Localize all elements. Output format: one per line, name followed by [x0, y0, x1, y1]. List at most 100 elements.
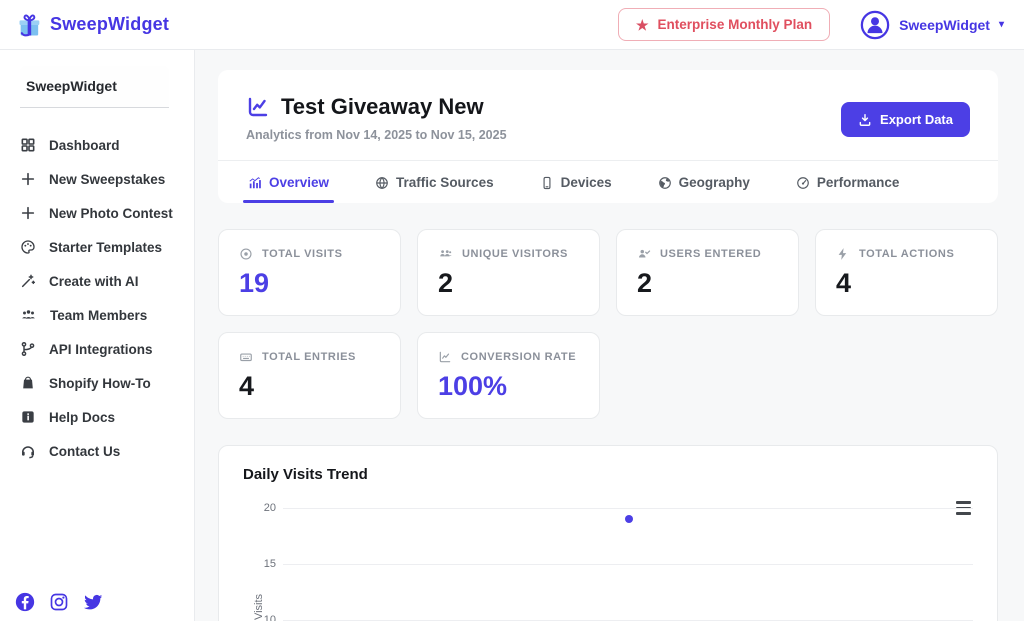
- sidebar-item-label: Contact Us: [49, 443, 121, 459]
- stat-value-conversion-rate: 100%: [438, 371, 508, 401]
- chart-plot-area: 20 15 10 Visits: [243, 495, 973, 621]
- analytics-date-range: Analytics from Nov 14, 2025 to Nov 15, 2…: [246, 128, 507, 142]
- user-name: SweepWidget: [899, 16, 990, 33]
- export-data-button[interactable]: Export Data: [841, 102, 970, 137]
- mobile-phone-icon: [543, 176, 551, 189]
- tab-geography[interactable]: Geography: [658, 161, 750, 203]
- stat-card-conversion-rate: CONVERSION RATE 100%: [417, 332, 600, 419]
- y-axis-tick: 20: [263, 502, 276, 514]
- giveaway-header-card: Test Giveaway New Analytics from Nov 14,…: [218, 70, 998, 203]
- sidebar-item-team-members[interactable]: Team Members: [0, 298, 194, 332]
- magic-wand-icon: [21, 274, 36, 288]
- globe-icon: [376, 176, 388, 189]
- chart-menu-icon[interactable]: [954, 499, 973, 517]
- sidebar-item-label: Help Docs: [49, 409, 116, 425]
- info-square-icon: [22, 411, 34, 423]
- tab-devices[interactable]: Devices: [540, 161, 612, 203]
- sidebar-item-label: New Photo Contest: [49, 205, 173, 221]
- workspace-selector[interactable]: SweepWidget: [20, 66, 169, 108]
- plus-icon: [21, 206, 35, 220]
- plus-icon: [21, 172, 35, 186]
- stat-card-total-visits: TOTAL VISITS 19: [218, 229, 401, 316]
- stat-value-total-actions: 4: [836, 268, 852, 298]
- shopping-bag-icon: [23, 376, 33, 389]
- eye-icon: [240, 248, 252, 260]
- lightning-bolt-icon: [838, 248, 847, 260]
- tab-label: Traffic Sources: [396, 175, 494, 190]
- page-title: Test Giveaway New: [281, 94, 484, 119]
- users-icon: [440, 250, 452, 257]
- sidebar-item-new-photo-contest[interactable]: New Photo Contest: [0, 196, 194, 230]
- globe-americas-icon: [658, 176, 671, 189]
- tab-performance[interactable]: Performance: [796, 161, 900, 203]
- headset-icon: [21, 446, 35, 459]
- chart-title: Daily Visits Trend: [243, 466, 368, 483]
- sidebar-item-label: Create with AI: [49, 273, 139, 289]
- sidebar-nav: Dashboard New Sweepstakes New Photo Cont…: [0, 128, 194, 468]
- download-icon: [859, 113, 871, 126]
- tab-label: Overview: [269, 175, 330, 190]
- analytics-tabs: Overview Traffic Sources Devices Geograp…: [218, 160, 998, 203]
- stat-card-total-actions: TOTAL ACTIONS 4: [815, 229, 998, 316]
- stat-card-total-entries: TOTAL ENTRIES 4: [218, 332, 401, 419]
- brand-name: SweepWidget: [50, 14, 170, 34]
- gridline: [283, 508, 973, 509]
- plan-button-label: Enterprise Monthly Plan: [657, 17, 813, 32]
- sidebar-item-new-sweepstakes[interactable]: New Sweepstakes: [0, 162, 194, 196]
- tab-label: Performance: [816, 175, 900, 190]
- entries-card-icon: [240, 353, 252, 362]
- sidebar: SweepWidget Dashboard New Sweepstakes Ne…: [0, 50, 195, 621]
- y-axis-tick: 10: [263, 614, 276, 621]
- stats-grid: TOTAL VISITS 19 UNIQUE VISITORS 2 USERS …: [218, 229, 998, 419]
- sidebar-item-label: New Sweepstakes: [49, 171, 166, 187]
- stat-value-unique-visitors: 2: [438, 268, 454, 298]
- speedometer-icon: [797, 176, 809, 189]
- chevron-down-icon: ▾: [998, 19, 1004, 30]
- stat-card-users-entered: USERS ENTERED 2: [616, 229, 799, 316]
- instagram-icon[interactable]: [49, 592, 69, 612]
- stat-card-unique-visitors: UNIQUE VISITORS 2: [417, 229, 600, 316]
- gridline: [283, 564, 973, 565]
- sidebar-item-label: Team Members: [50, 307, 148, 323]
- twitter-icon[interactable]: [82, 591, 104, 613]
- facebook-icon[interactable]: [14, 591, 36, 613]
- social-links: [14, 591, 104, 613]
- tab-traffic-sources[interactable]: Traffic Sources: [375, 161, 494, 203]
- user-avatar-icon: [860, 10, 890, 39]
- sidebar-item-label: API Integrations: [49, 341, 153, 357]
- topbar: SweepWidget ★ Enterprise Monthly Plan Sw…: [0, 0, 1024, 50]
- sidebar-item-label: Shopify How-To: [49, 375, 151, 391]
- stat-value-total-visits: 19: [239, 268, 270, 298]
- line-chart-icon: [439, 351, 451, 363]
- enterprise-plan-button[interactable]: ★ Enterprise Monthly Plan: [617, 8, 831, 41]
- analytics-chart-icon: [248, 97, 268, 117]
- tab-label: Geography: [678, 175, 750, 190]
- sidebar-item-starter-templates[interactable]: Starter Templates: [0, 230, 194, 264]
- sidebar-item-shopify-how-to[interactable]: Shopify How-To: [0, 366, 194, 400]
- git-branch-icon: [21, 341, 35, 357]
- sidebar-item-label: Dashboard: [49, 137, 120, 153]
- sidebar-item-help-docs[interactable]: Help Docs: [0, 400, 194, 434]
- y-axis-tick: 15: [263, 558, 276, 570]
- bar-chart-icon: [249, 176, 261, 188]
- tab-label: Devices: [560, 175, 612, 190]
- palette-icon: [21, 240, 35, 254]
- export-data-label: Export Data: [880, 112, 953, 127]
- daily-visits-trend-card: Daily Visits Trend 20 15 10 Visits: [218, 445, 998, 621]
- data-point-nov-14[interactable]: [624, 515, 633, 523]
- tab-overview[interactable]: Overview: [242, 161, 335, 203]
- sidebar-item-dashboard[interactable]: Dashboard: [0, 128, 194, 162]
- sweepwidget-gift-logo-icon: [19, 14, 40, 36]
- stat-value-total-entries: 4: [239, 371, 255, 401]
- main-content: Test Giveaway New Analytics from Nov 14,…: [195, 50, 1024, 621]
- people-group-icon: [22, 310, 35, 319]
- sidebar-item-create-with-ai[interactable]: Create with AI: [0, 264, 194, 298]
- page-title-row: Test Giveaway New: [246, 94, 507, 120]
- sidebar-item-api-integrations[interactable]: API Integrations: [0, 332, 194, 366]
- stat-value-users-entered: 2: [637, 268, 653, 298]
- y-axis-label: Visits: [253, 593, 265, 621]
- sidebar-item-contact-us[interactable]: Contact Us: [0, 434, 194, 468]
- user-account-menu[interactable]: SweepWidget ▾: [860, 10, 1004, 40]
- brand-logo[interactable]: SweepWidget: [16, 11, 169, 39]
- dashboard-grid-icon: [21, 138, 35, 152]
